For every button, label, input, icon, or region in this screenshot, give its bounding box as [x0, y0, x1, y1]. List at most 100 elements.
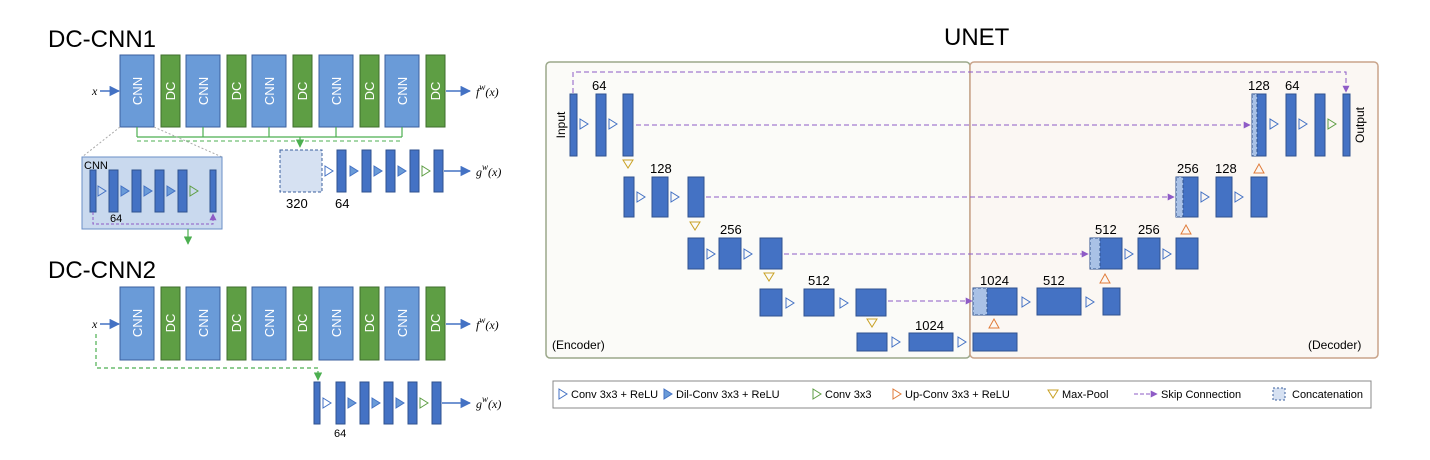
dccnn1-concat-box	[279, 149, 323, 193]
dccnn1-section: DC-CNN1 x CNN DC CNN DC CNN DC CNN DC CN…	[48, 26, 501, 211]
unet-dec-l4b-label: 512	[1043, 273, 1065, 288]
unet-enc-l2-label: 128	[650, 161, 672, 176]
dccnn1-block-1-label: CNN	[130, 77, 145, 105]
dccnn2-block-6-label: DC	[295, 314, 310, 333]
legend: Conv 3x3 + ReLU Dil-Conv 3x3 + ReLU Conv…	[552, 380, 1372, 409]
cnn-detail-title: CNN	[84, 160, 108, 172]
dccnn2-block-7-label: CNN	[329, 309, 344, 337]
legend-item-conv: Conv 3x3 + ReLU	[558, 388, 658, 401]
dccnn1-block-5: CNN	[251, 54, 287, 128]
unet-dec-l3a-label: 512	[1095, 222, 1117, 237]
dccnn1-block-2: DC	[160, 54, 181, 128]
unet-dec-l1b-label: 64	[1285, 78, 1299, 93]
unet-dec-level3: 512 256	[1089, 222, 1199, 270]
unet-input-label: Input	[554, 111, 568, 138]
legend-label-maxpool: Max-Pool	[1062, 389, 1108, 401]
dccnn2-block-9: CNN	[384, 286, 420, 361]
dccnn2-block-2-label: DC	[163, 314, 178, 333]
max-pool-icon	[1047, 389, 1059, 399]
dccnn1-block-1: CNN	[119, 54, 155, 128]
dccnn2-title: DC-CNN2	[48, 257, 156, 284]
dccnn1-block-6-label: DC	[295, 82, 310, 101]
dccnn2-block-4: DC	[226, 286, 247, 361]
conv-relu-icon	[558, 388, 568, 400]
dccnn2-block-3: CNN	[185, 286, 221, 361]
dccnn1-block-2-label: DC	[163, 82, 178, 101]
dccnn2-block-8: DC	[359, 286, 380, 361]
legend-label-dilconv: Dil-Conv 3x3 + ReLU	[676, 389, 780, 401]
unet-dec-l1a-label: 128	[1248, 78, 1270, 93]
dccnn1-g-layer-label: 64	[335, 196, 349, 211]
legend-box	[552, 380, 1372, 409]
legend-label-conv3: Conv 3x3	[825, 389, 871, 401]
legend-item-upconv: Up-Conv 3x3 + ReLU	[892, 388, 1010, 401]
dccnn1-block-9: CNN	[384, 54, 420, 128]
dccnn2-g-feed-line	[95, 334, 323, 381]
unet-output-label: Output	[1353, 106, 1367, 143]
unet-enc-level1: Input 64	[554, 78, 634, 169]
encoder-panel	[545, 61, 971, 359]
cnn-detail-width-label: 64	[110, 213, 122, 225]
dccnn1-output-g: gw(x)	[476, 162, 501, 179]
dccnn1-block-7: CNN	[318, 54, 354, 128]
unet-bottleneck: 1024	[856, 318, 1018, 352]
unet-enc-l4-label: 512	[808, 273, 830, 288]
dccnn1-block-5-label: CNN	[262, 77, 277, 105]
dccnn1-output-f: fw(x)	[476, 82, 499, 99]
dccnn1-block-8: DC	[359, 54, 380, 128]
dccnn1-block-9-label: CNN	[395, 77, 410, 105]
dccnn1-input-label: x	[91, 84, 98, 98]
legend-item-concat: Concatenation	[1272, 387, 1363, 401]
dccnn1-block-10: DC	[425, 54, 446, 128]
unet-dec-l4a-label: 1024	[980, 273, 1009, 288]
dccnn2-block-1-label: CNN	[130, 309, 145, 337]
dccnn2-block-4-label: DC	[229, 314, 244, 333]
dccnn2-block-7: CNN	[318, 286, 354, 361]
unet-enc-level3: 256	[687, 222, 783, 282]
unet-enc-l1-label: 64	[592, 78, 606, 93]
dccnn2-section: DC-CNN2 x CNN DC CNN DC CNN DC CNN DC CN…	[48, 257, 501, 440]
dccnn2-block-10-label: DC	[428, 314, 443, 333]
dccnn2-input-label: x	[91, 317, 98, 331]
unet-input-output-skip	[572, 71, 1350, 93]
legend-label-conv: Conv 3x3 + ReLU	[571, 389, 658, 401]
unet-dec-l2b-label: 128	[1215, 161, 1237, 176]
dccnn2-block-8-label: DC	[362, 314, 377, 333]
unet-dec-l3b-label: 256	[1138, 222, 1160, 237]
unet-section: UNET (Encoder) (Decoder) Input 64 128	[545, 24, 1379, 359]
dccnn1-block-10-label: DC	[428, 82, 443, 101]
legend-item-conv3: Conv 3x3	[812, 388, 871, 401]
dccnn2-block-1: CNN	[119, 286, 155, 361]
unet-dec-level4: 1024 512	[972, 272, 1121, 329]
legend-item-maxpool: Max-Pool	[1047, 389, 1108, 401]
unet-dec-l2a-label: 256	[1177, 161, 1199, 176]
cnn-detail-inset: CNN 64	[81, 126, 223, 245]
dccnn2-block-9-label: CNN	[395, 309, 410, 337]
dccnn1-block-6: DC	[292, 54, 313, 128]
decoder-panel	[969, 61, 1379, 359]
dccnn2-output-f: fw(x)	[476, 315, 499, 332]
dccnn2-g-branch	[313, 381, 442, 425]
dccnn2-block-3-label: CNN	[196, 309, 211, 337]
unet-dec-level1: Output 128 64	[1248, 78, 1367, 157]
dccnn1-concat-label: 320	[286, 196, 308, 211]
legend-label-upconv: Up-Conv 3x3 + ReLU	[905, 389, 1010, 401]
unet-title: UNET	[944, 24, 1010, 51]
unet-enc-level2: 128	[623, 161, 705, 231]
dccnn1-block-8-label: DC	[362, 82, 377, 101]
unet-enc-l3-label: 256	[720, 222, 742, 237]
dccnn1-block-3-label: CNN	[196, 77, 211, 105]
dccnn1-block-7-label: CNN	[329, 77, 344, 105]
dccnn2-block-6: DC	[292, 286, 313, 361]
dccnn2-block-5: CNN	[251, 286, 287, 361]
dccnn2-block-2: DC	[160, 286, 181, 361]
concatenation-icon	[1272, 387, 1286, 401]
legend-item-dilconv: Dil-Conv 3x3 + ReLU	[663, 388, 780, 401]
dccnn1-block-4-label: DC	[229, 82, 244, 101]
up-conv-icon	[892, 388, 902, 400]
legend-label-skip: Skip Connection	[1161, 389, 1241, 401]
decoder-label: (Decoder)	[1308, 338, 1361, 352]
dccnn1-title: DC-CNN1	[48, 26, 156, 53]
unet-enc-level4: 512	[759, 273, 887, 328]
